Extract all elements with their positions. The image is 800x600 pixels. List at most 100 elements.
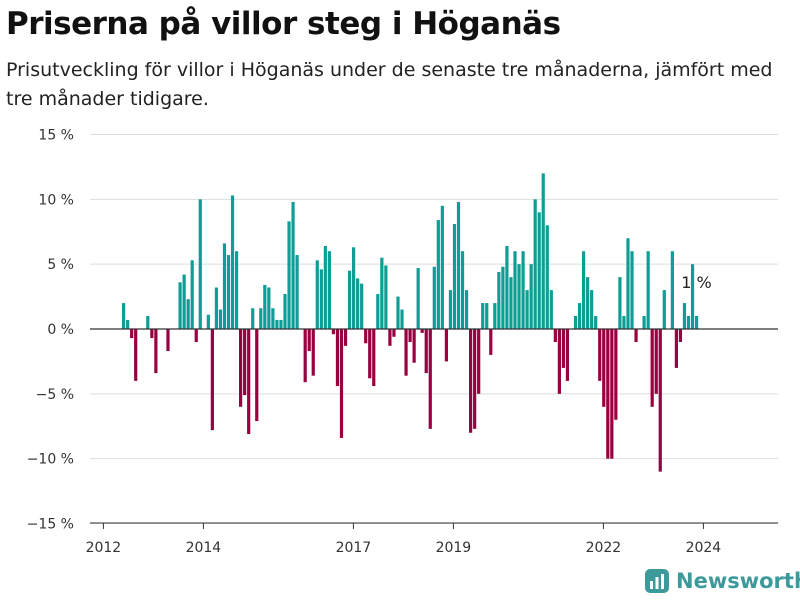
- bar: [594, 316, 598, 329]
- bar: [678, 329, 683, 342]
- bar: [343, 329, 348, 346]
- bar: [553, 329, 557, 342]
- bar: [670, 251, 674, 329]
- chart-title: Priserna på villor steg i Höganäs: [6, 6, 561, 42]
- bar: [481, 303, 485, 329]
- bar: [565, 329, 570, 381]
- bar: [650, 329, 654, 407]
- bar: [501, 266, 505, 329]
- bar: [222, 243, 227, 329]
- bar: [489, 329, 493, 355]
- bar: [372, 329, 376, 387]
- bar: [218, 309, 223, 329]
- x-tick-label: 2012: [86, 540, 122, 556]
- bar: [537, 212, 541, 329]
- bar: [311, 329, 315, 376]
- bar: [404, 329, 408, 376]
- bar: [279, 319, 283, 329]
- bar: [154, 329, 158, 374]
- bar: [464, 290, 469, 329]
- bar: [577, 303, 582, 329]
- bar: [493, 303, 497, 329]
- bar: [230, 195, 235, 329]
- bar: [658, 329, 662, 472]
- y-tick-label: 0 %: [47, 322, 74, 338]
- bar: [327, 251, 331, 329]
- bar: [586, 277, 590, 329]
- bar: [303, 329, 307, 383]
- bar: [198, 199, 202, 329]
- bar: [642, 316, 646, 329]
- bar: [364, 329, 368, 344]
- bar: [630, 251, 634, 329]
- y-tick-label: −10 %: [27, 452, 74, 468]
- bar: [166, 329, 170, 352]
- bar: [521, 251, 525, 329]
- bar: [436, 220, 440, 329]
- y-tick-label: 10 %: [38, 192, 74, 208]
- bar: [335, 329, 340, 387]
- bar: [210, 329, 214, 431]
- bar: [618, 277, 622, 329]
- bar: [356, 278, 360, 329]
- bar: [561, 329, 566, 368]
- y-tick-label: 15 %: [38, 128, 74, 144]
- bar: [517, 264, 521, 329]
- bar: [186, 299, 190, 329]
- x-tick-label: 2024: [686, 540, 722, 556]
- bar: [396, 296, 400, 329]
- bar: [581, 251, 586, 329]
- bar: [549, 290, 553, 329]
- y-tick-label: 5 %: [47, 257, 74, 273]
- bar: [432, 266, 436, 329]
- bar: [598, 329, 602, 381]
- bar: [368, 329, 372, 379]
- bar: [460, 251, 465, 329]
- bar: [178, 282, 182, 329]
- last-value-label: 1 %: [681, 273, 711, 292]
- bar: [360, 283, 364, 329]
- bar: [646, 251, 650, 329]
- x-tick-label: 2019: [436, 540, 472, 556]
- bar: [573, 316, 578, 329]
- bar: [654, 329, 658, 394]
- y-axis-ticks: 15 % 10 % 5 % 0 % −5 % −10 % −15 %: [27, 128, 74, 533]
- bar: [392, 329, 396, 337]
- bar: [267, 287, 271, 329]
- bar: [541, 173, 545, 329]
- bar: [416, 268, 420, 329]
- bar: [606, 329, 610, 459]
- bar: [206, 314, 210, 329]
- bar: [214, 287, 219, 329]
- bar: [259, 308, 263, 329]
- bar: [146, 316, 150, 329]
- bar: [408, 329, 412, 342]
- bar: [283, 293, 287, 329]
- bar: [513, 251, 517, 329]
- bar: [682, 303, 687, 329]
- brand-name: Newsworthy: [676, 569, 800, 593]
- bar: [134, 329, 138, 381]
- bar: [610, 329, 614, 459]
- bar: [126, 319, 130, 329]
- bar: [384, 265, 388, 329]
- bar: [557, 329, 561, 394]
- bar: [323, 246, 327, 329]
- x-tick-label: 2017: [336, 540, 372, 556]
- chart-subtitle: Prisutveckling för villor i Höganäs unde…: [6, 59, 773, 110]
- x-tick-label: 2014: [186, 540, 222, 556]
- y-tick-label: −15 %: [27, 517, 74, 533]
- bar: [255, 329, 259, 422]
- bar: [226, 255, 231, 329]
- bar: [122, 303, 126, 329]
- bar: [271, 308, 275, 329]
- bar: [622, 316, 626, 329]
- newsworthy-logo-icon: [645, 569, 669, 593]
- bar: [509, 277, 513, 329]
- bar: [686, 316, 691, 329]
- bar: [485, 303, 489, 329]
- bars: [122, 173, 699, 472]
- bar: [243, 329, 247, 396]
- bar: [674, 329, 678, 368]
